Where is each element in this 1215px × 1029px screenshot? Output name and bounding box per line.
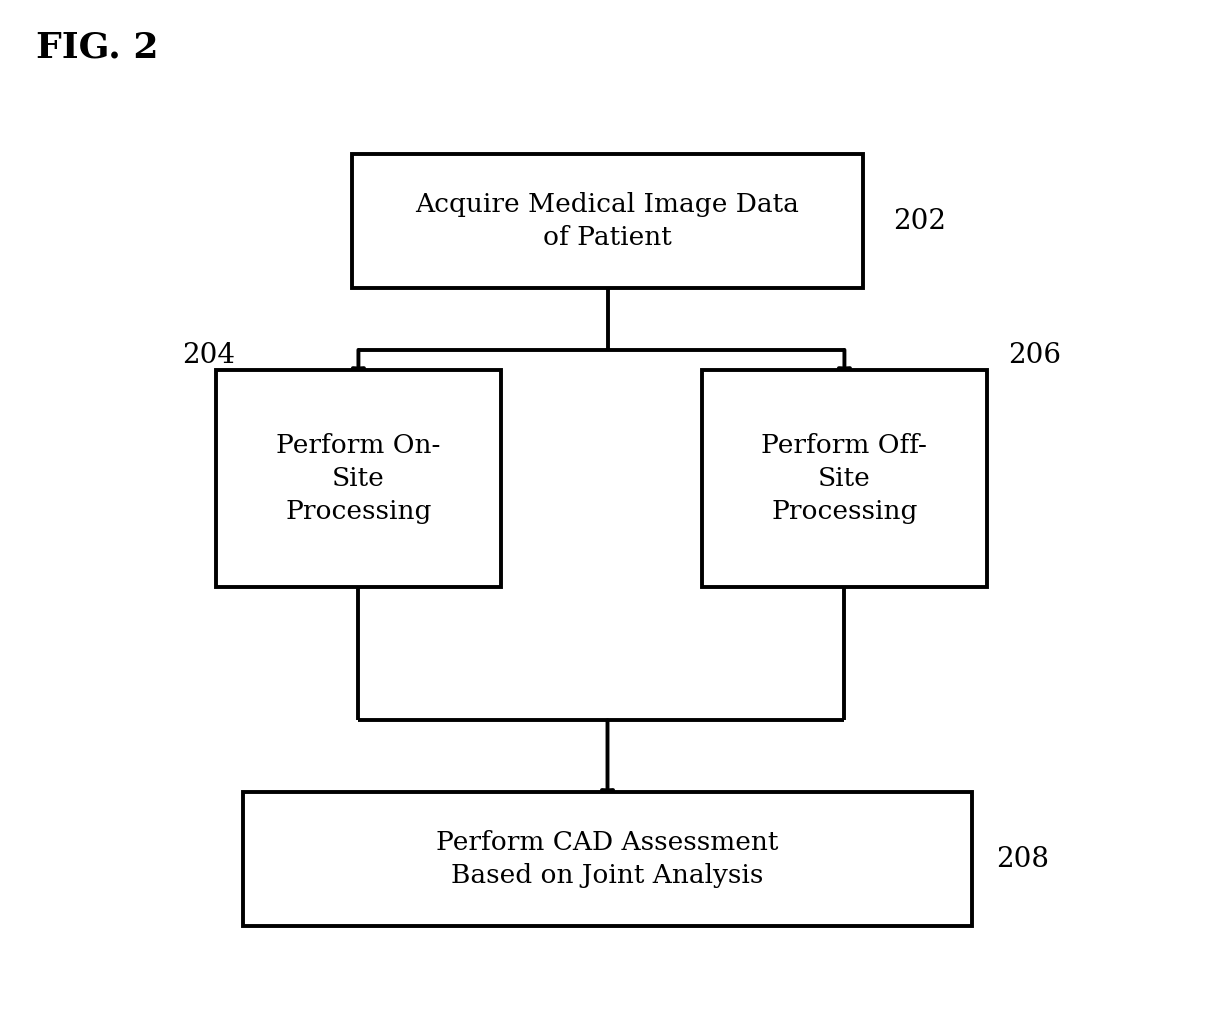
Text: Perform Off-
Site
Processing: Perform Off- Site Processing	[762, 433, 927, 524]
Bar	[701, 370, 987, 587]
Text: 204: 204	[182, 342, 236, 368]
Bar	[352, 154, 863, 288]
Text: Acquire Medical Image Data
of Patient: Acquire Medical Image Data of Patient	[416, 192, 799, 250]
Text: 206: 206	[1008, 342, 1062, 368]
Text: 202: 202	[893, 208, 946, 235]
Bar	[243, 792, 972, 926]
Text: 208: 208	[996, 846, 1050, 873]
Text: FIG. 2: FIG. 2	[36, 31, 159, 65]
Text: Perform CAD Assessment
Based on Joint Analysis: Perform CAD Assessment Based on Joint An…	[436, 830, 779, 888]
Bar	[216, 370, 501, 587]
Text: Perform On-
Site
Processing: Perform On- Site Processing	[276, 433, 441, 524]
